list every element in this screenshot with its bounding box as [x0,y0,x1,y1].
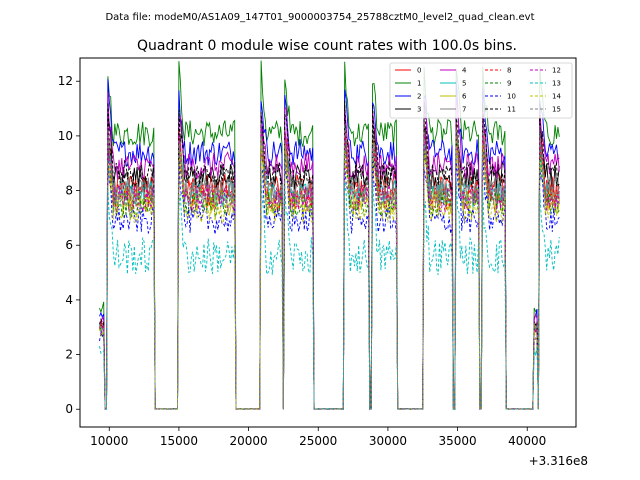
x-tick-label: 40000 [508,434,546,448]
legend-label-9: 9 [507,80,511,88]
legend-label-2: 2 [417,93,421,101]
ticks-layer: 10000 15000 20000 25000 30000 35000 40000 0 2 4 6 8… [58,74,547,448]
y-tick-label: 12 [58,74,73,88]
y-tick-label: 10 [58,129,73,143]
plot-frame [79,57,577,428]
x-offset-label: +3.316e8 [529,454,588,468]
y-tick-label: 2 [65,348,73,362]
y-tick-label: 0 [65,402,73,416]
y-tick-label: 4 [65,293,73,307]
legend-label-4: 4 [462,67,467,75]
legend-label-6: 6 [462,93,467,101]
legend-label-3: 3 [417,106,421,114]
series-line-15 [99,119,560,410]
legend-label-15: 15 [552,106,561,114]
legend-label-0: 0 [417,67,421,75]
x-tick-label: 35000 [438,434,476,448]
legend-label-8: 8 [507,67,511,75]
legend-label-13: 13 [552,80,561,88]
chart-title: Quadrant 0 module wise count rates with … [137,38,517,54]
x-tick-label: 15000 [160,434,198,448]
legend-label-11: 11 [507,106,516,114]
y-tick-label: 8 [65,184,73,198]
legend-label-10: 10 [507,93,516,101]
x-tick-label: 20000 [229,434,267,448]
legend-box [389,62,573,119]
legend-label-5: 5 [462,80,466,88]
plot-area [80,58,576,427]
x-tick-label: 10000 [90,434,128,448]
legend-label-7: 7 [462,106,466,114]
series-layer [99,60,560,410]
x-tick-label: 25000 [299,434,337,448]
y-tick-label: 6 [65,238,73,252]
legend-label-12: 12 [552,67,561,75]
legend-label-14: 14 [552,93,561,101]
figure-suptitle: Data file: modeM0/AS1A09_147T01_90000037… [105,12,534,23]
legend-label-1: 1 [417,80,421,88]
x-tick-label: 30000 [369,434,407,448]
